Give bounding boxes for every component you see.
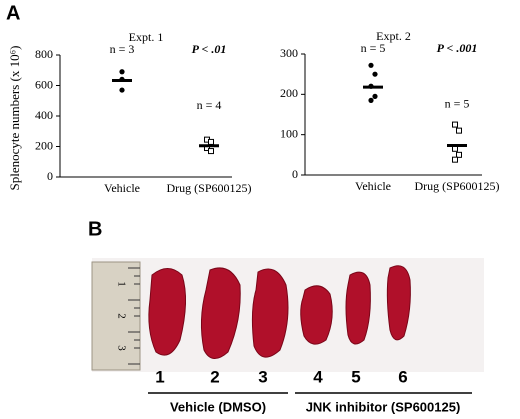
ruler-ticks <box>128 267 140 365</box>
data-point <box>456 127 462 134</box>
data-point <box>119 69 125 75</box>
y-tick-label: 300 <box>280 46 298 60</box>
y-tick-label: 0 <box>47 169 53 183</box>
y-tick-label: 0 <box>292 167 298 181</box>
ruler-label: 1 <box>115 281 127 287</box>
spleen <box>148 268 187 356</box>
photo <box>91 258 484 394</box>
p-value: P < .001 <box>437 41 478 55</box>
annotation: n = 5 <box>361 41 386 55</box>
y-tick-label: 200 <box>35 138 53 152</box>
spleen <box>386 265 411 341</box>
annotation: n = 4 <box>197 98 222 112</box>
panel-label: A <box>6 2 20 24</box>
spleens <box>148 265 411 359</box>
ruler <box>91 261 141 371</box>
spleen-number: 1 <box>155 367 164 386</box>
spleen <box>345 271 371 345</box>
x-tick-label: Drug (SP600125) <box>414 179 499 193</box>
spleen-number: 2 <box>210 367 219 386</box>
data-point <box>456 151 462 158</box>
spleen <box>251 268 289 358</box>
chart-title: Expt. 2 <box>376 29 411 43</box>
data-point <box>368 97 374 103</box>
data-point <box>452 121 458 128</box>
y-tick-label: 800 <box>35 47 53 61</box>
panel-label: B <box>88 218 102 240</box>
data-point <box>119 87 125 93</box>
y-tick-label: 600 <box>35 77 53 91</box>
data-point <box>372 71 378 77</box>
spleen <box>300 285 333 345</box>
y-tick-label: 100 <box>280 126 298 140</box>
group-label: Vehicle (DMSO) <box>170 399 266 414</box>
y-tick-label: 400 <box>35 108 53 122</box>
ruler-label: 3 <box>115 345 127 351</box>
group-label: JNK inhibitor (SP600125) <box>306 399 461 414</box>
y-axis-label: Splenocyte numbers (x 10⁶) <box>7 46 22 191</box>
annotation: n = 5 <box>445 96 470 110</box>
annotation: n = 3 <box>110 42 135 56</box>
x-tick-label: Vehicle <box>355 179 391 193</box>
data-point <box>368 62 374 68</box>
spleen-number: 3 <box>258 367 267 386</box>
data-point <box>372 93 378 99</box>
p-value: P < .01 <box>192 42 227 56</box>
y-tick-label: 200 <box>280 86 298 100</box>
spleen <box>200 267 241 359</box>
chart-title: Expt. 1 <box>129 30 164 44</box>
spleen-number: 4 <box>313 367 323 386</box>
data-point <box>452 156 458 163</box>
spleen-number: 5 <box>351 367 360 386</box>
ruler-label: 2 <box>115 313 127 319</box>
data-point <box>208 138 214 145</box>
data-point <box>208 148 214 155</box>
x-tick-label: Drug (SP600125) <box>166 181 251 195</box>
x-tick-label: Vehicle <box>104 181 140 195</box>
spleen-number: 6 <box>398 367 407 386</box>
